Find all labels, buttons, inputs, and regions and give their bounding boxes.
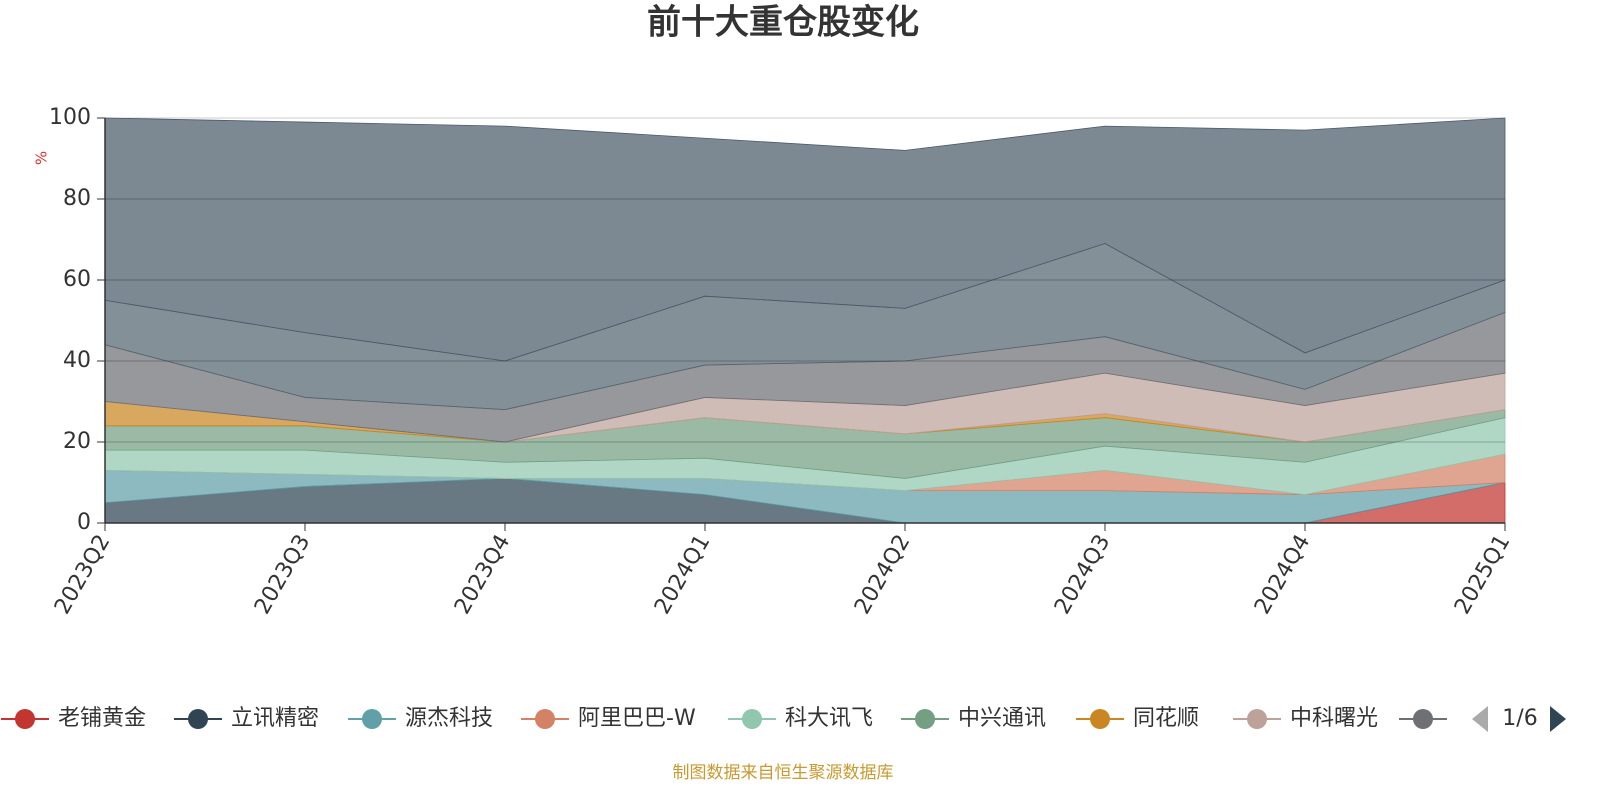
legend-marker — [742, 709, 762, 729]
x-tick-label: 2024Q2 — [850, 531, 915, 619]
legend-marker — [1247, 709, 1267, 729]
legend-label: 源杰科技 — [405, 706, 493, 731]
x-tick-label: 2024Q3 — [1050, 531, 1115, 619]
legend-marker — [188, 709, 208, 729]
chart-title: 前十大重仓股变化 — [647, 3, 919, 43]
legend-label: 同花顺 — [1133, 706, 1199, 731]
legend-marker — [915, 709, 935, 729]
area — [104, 117, 1506, 362]
x-tick-label: 2023Q3 — [250, 531, 315, 619]
legend-marker — [1413, 709, 1433, 729]
x-tick-label: 2023Q2 — [50, 531, 115, 619]
y-tick-label: 40 — [63, 348, 91, 373]
legend-next[interactable] — [1550, 706, 1566, 732]
y-tick-label: 100 — [49, 105, 91, 130]
x-tick-label: 2023Q4 — [450, 531, 515, 619]
x-tick-label: 2024Q1 — [650, 531, 715, 619]
legend-prev[interactable] — [1472, 706, 1488, 732]
source-note: 制图数据来自恒生聚源数据库 — [673, 763, 894, 783]
legend-marker — [1090, 709, 1110, 729]
x-tick-label: 2024Q4 — [1250, 531, 1315, 619]
y-tick-label: 80 — [63, 186, 91, 211]
y-axis-label: % — [33, 151, 51, 165]
legend-label: 立讯精密 — [231, 706, 319, 731]
legend-marker — [362, 709, 382, 729]
legend-label: 中兴通讯 — [958, 706, 1046, 731]
legend-page: 1/6 — [1502, 706, 1537, 731]
legend-marker — [15, 709, 35, 729]
y-tick-label: 20 — [63, 429, 91, 454]
legend-label: 老铺黄金 — [58, 706, 146, 731]
legend-label: 科大讯飞 — [785, 706, 873, 731]
legend-label: 阿里巴巴-W — [578, 706, 696, 731]
x-tick-label: 2025Q1 — [1450, 531, 1515, 619]
y-tick-label: 0 — [77, 510, 91, 535]
y-tick-label: 60 — [63, 267, 91, 292]
legend-marker — [535, 709, 555, 729]
legend-label: 中科曙光 — [1290, 706, 1378, 731]
